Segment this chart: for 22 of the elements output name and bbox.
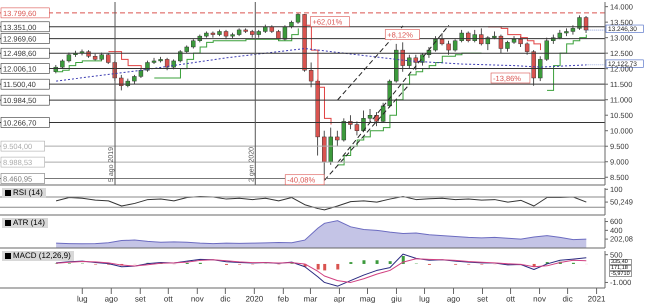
x-tick-label: mar	[304, 294, 318, 304]
x-tick-label: 2021	[588, 294, 606, 304]
x-tick-label: dic	[562, 294, 573, 304]
x-tick-label: 2020	[245, 294, 264, 304]
x-tick-label: lug	[76, 294, 88, 304]
x-tick-label: dic	[220, 294, 230, 304]
chart-title: ATR (14)	[13, 218, 45, 228]
chart-title: RSI (14)	[13, 188, 43, 198]
x-tick-label: nov	[190, 294, 204, 304]
x-tick-label: set	[134, 294, 146, 304]
x-tick-label: ago	[446, 294, 461, 304]
chart-title: MACD (12,26,9)	[13, 251, 71, 261]
x-tick-label: ott	[164, 294, 174, 304]
x-tick-label: nov	[533, 294, 546, 304]
x-tick-label: feb	[278, 294, 290, 304]
x-tick-label: lug	[419, 294, 430, 304]
x-tick-label: mag	[360, 294, 376, 304]
x-tick-label: ago	[104, 294, 118, 304]
x-tick-label: set	[477, 294, 489, 304]
x-tick-label: apr	[334, 294, 346, 304]
x-tick-label: giu	[391, 294, 402, 304]
x-tick-label: ott	[506, 294, 516, 304]
